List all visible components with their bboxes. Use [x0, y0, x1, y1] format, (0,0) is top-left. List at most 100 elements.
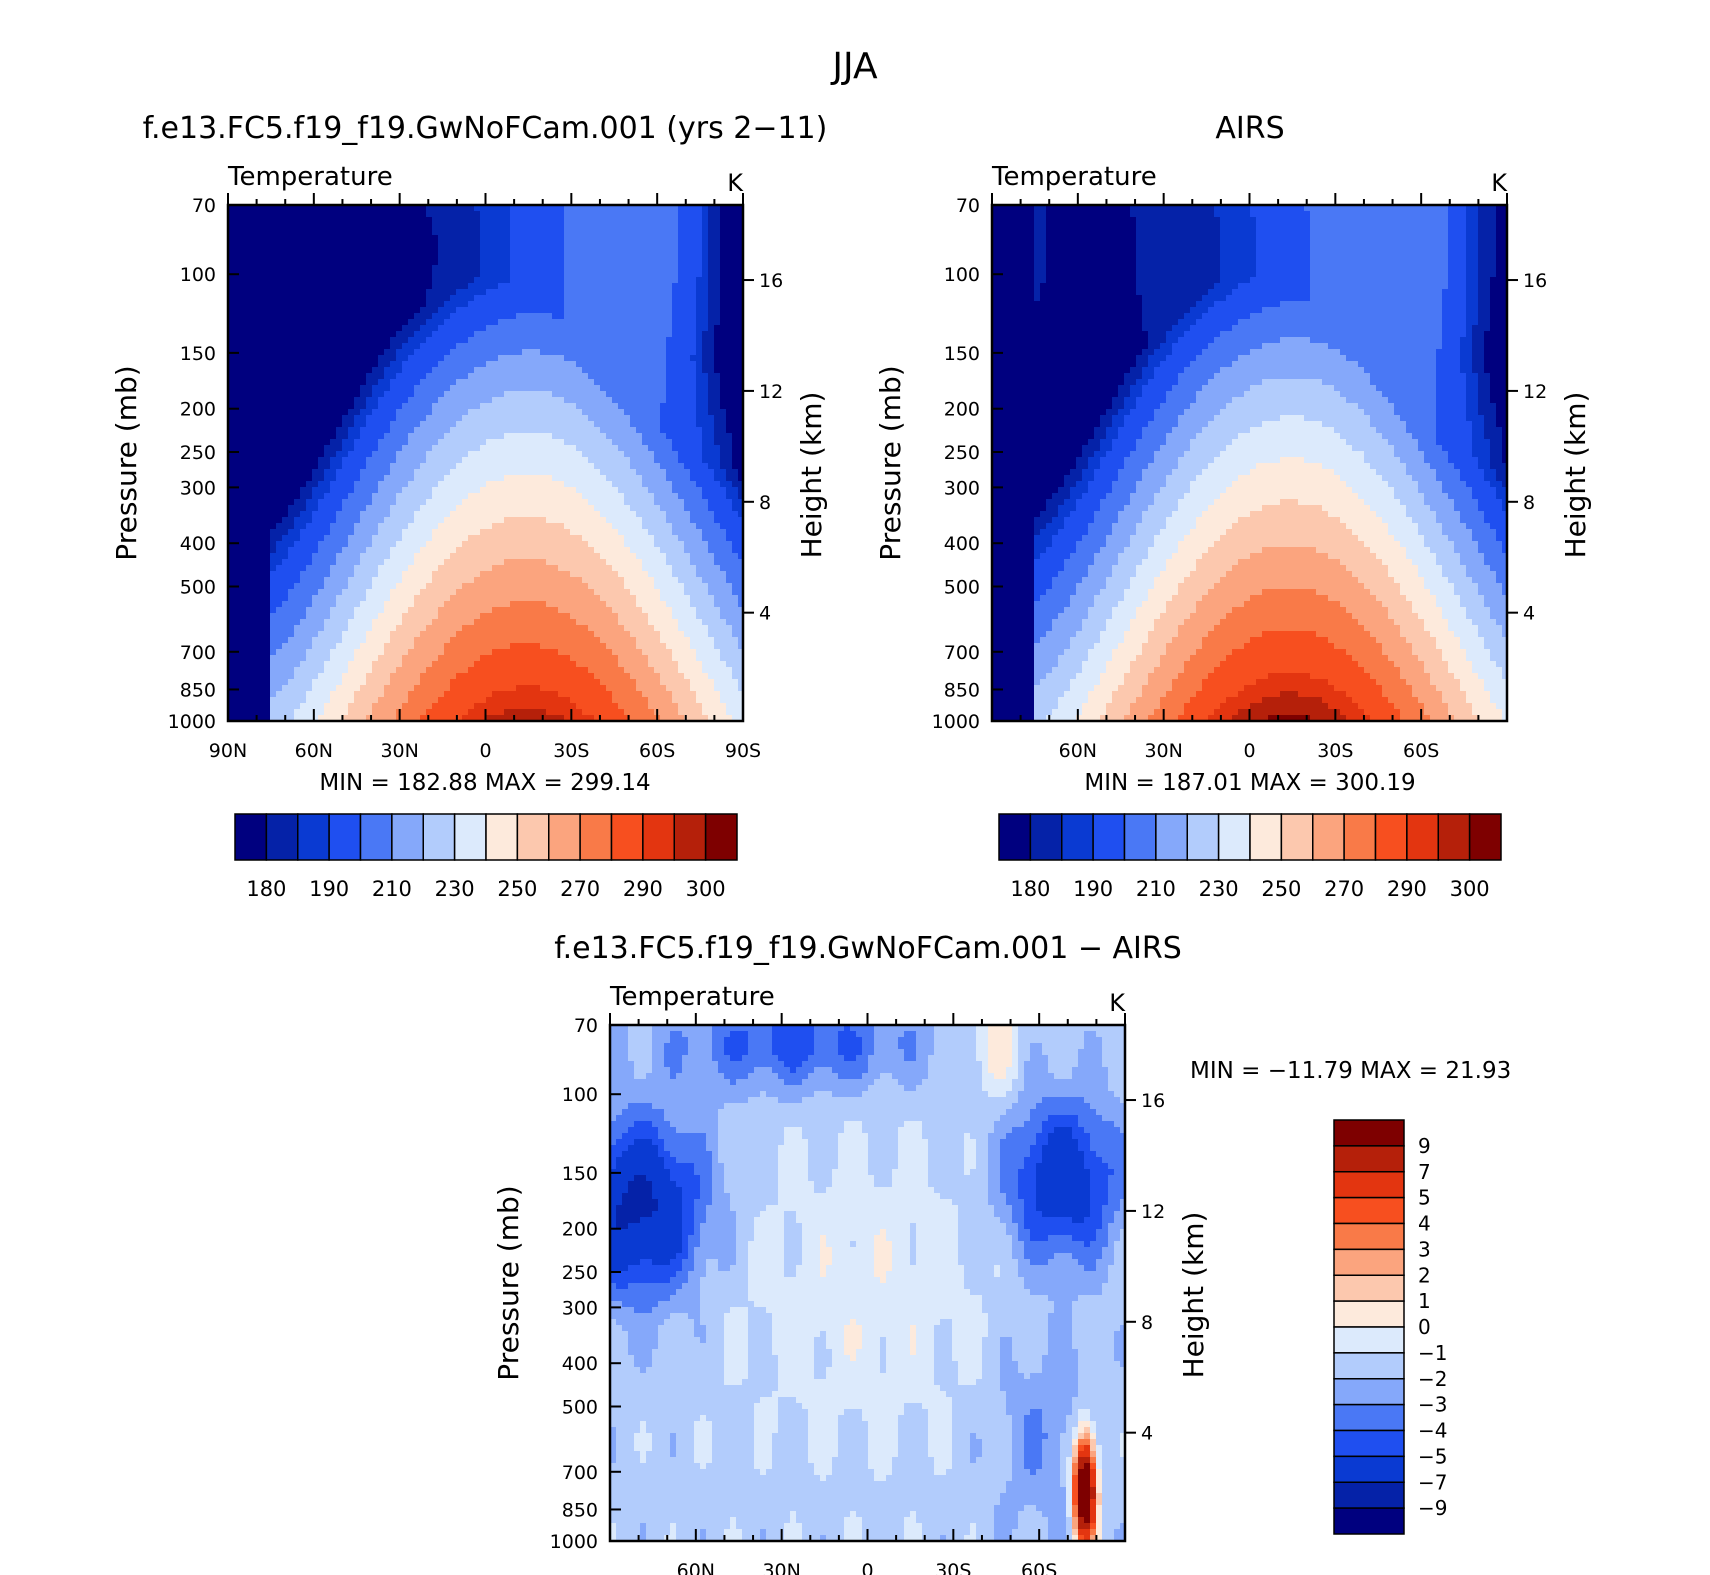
field-cell — [738, 463, 743, 470]
field-cell — [258, 553, 265, 560]
field-cell — [552, 325, 559, 332]
field-cell — [432, 355, 439, 362]
field-cell — [324, 211, 331, 218]
field-cell — [252, 265, 259, 272]
field-cell — [318, 463, 325, 470]
field-cell — [456, 217, 463, 224]
field-cell — [660, 451, 667, 458]
field-cell — [318, 523, 325, 530]
field-cell — [246, 343, 253, 350]
field-cell — [558, 409, 565, 416]
field-cell — [696, 229, 703, 236]
field-cell — [552, 349, 559, 356]
field-cell — [456, 493, 463, 500]
field-cell — [582, 511, 589, 518]
field-cell — [702, 505, 709, 512]
field-cell — [426, 247, 433, 254]
field-cell — [498, 397, 505, 404]
field-cell — [408, 433, 415, 440]
field-cell — [708, 379, 715, 386]
field-cell — [528, 427, 535, 434]
field-cell — [384, 445, 391, 452]
field-cell — [480, 391, 487, 398]
field-cell — [714, 427, 721, 434]
field-cell — [444, 511, 451, 518]
field-cell — [462, 271, 469, 278]
field-cell — [390, 325, 397, 332]
field-cell — [294, 253, 301, 260]
field-cell — [318, 493, 325, 500]
field-cell — [738, 277, 743, 284]
field-cell — [708, 361, 715, 368]
field-cell — [372, 235, 379, 242]
field-cell — [738, 217, 743, 224]
field-cell — [456, 265, 463, 272]
field-cell — [294, 367, 301, 374]
field-cell — [276, 319, 283, 326]
field-cell — [678, 535, 685, 542]
field-cell — [384, 439, 391, 446]
field-cell — [468, 319, 475, 326]
field-cell — [576, 511, 583, 518]
field-cell — [738, 391, 743, 398]
field-cell — [558, 529, 565, 536]
field-cell — [660, 487, 667, 494]
field-cell — [228, 523, 235, 530]
field-cell — [390, 511, 397, 518]
field-cell — [408, 481, 415, 488]
field-cell — [630, 547, 637, 554]
field-cell — [726, 379, 733, 386]
field-cell — [702, 517, 709, 524]
field-cell — [258, 409, 265, 416]
field-cell — [642, 505, 649, 512]
field-cell — [726, 397, 733, 404]
field-cell — [444, 331, 451, 338]
field-cell — [480, 433, 487, 440]
field-cell — [432, 217, 439, 224]
field-cell — [732, 205, 739, 212]
field-cell — [420, 241, 427, 248]
field-cell — [732, 295, 739, 302]
field-cell — [702, 385, 709, 392]
field-cell — [678, 343, 685, 350]
field-cell — [408, 211, 415, 218]
field-cell — [570, 331, 577, 338]
field-cell — [396, 325, 403, 332]
field-cell — [642, 511, 649, 518]
field-cell — [306, 439, 313, 446]
field-cell — [396, 331, 403, 338]
field-cell — [318, 517, 325, 524]
field-cell — [522, 235, 529, 242]
field-cell — [444, 487, 451, 494]
field-cell — [540, 295, 547, 302]
field-cell — [702, 307, 709, 314]
field-cell — [420, 325, 427, 332]
field-cell — [240, 343, 247, 350]
field-cell — [450, 271, 457, 278]
field-cell — [432, 367, 439, 374]
field-cell — [240, 427, 247, 434]
field-cell — [402, 343, 409, 350]
field-cell — [720, 433, 727, 440]
field-cell — [408, 307, 415, 314]
field-cell — [540, 493, 547, 500]
field-cell — [234, 505, 241, 512]
field-cell — [696, 205, 703, 212]
field-cell — [444, 313, 451, 320]
field-cell — [594, 427, 601, 434]
field-cell — [282, 295, 289, 302]
field-cell — [678, 433, 685, 440]
field-cell — [534, 373, 541, 380]
field-cell — [738, 295, 743, 302]
field-cell — [678, 307, 685, 314]
field-cell — [420, 307, 427, 314]
field-cell — [312, 265, 319, 272]
field-cell — [258, 283, 265, 290]
field-cell — [486, 223, 493, 230]
field-cell — [270, 331, 277, 338]
field-cell — [306, 511, 313, 518]
field-cell — [276, 451, 283, 458]
field-cell — [678, 211, 685, 218]
field-cell — [306, 325, 313, 332]
field-cell — [282, 475, 289, 482]
